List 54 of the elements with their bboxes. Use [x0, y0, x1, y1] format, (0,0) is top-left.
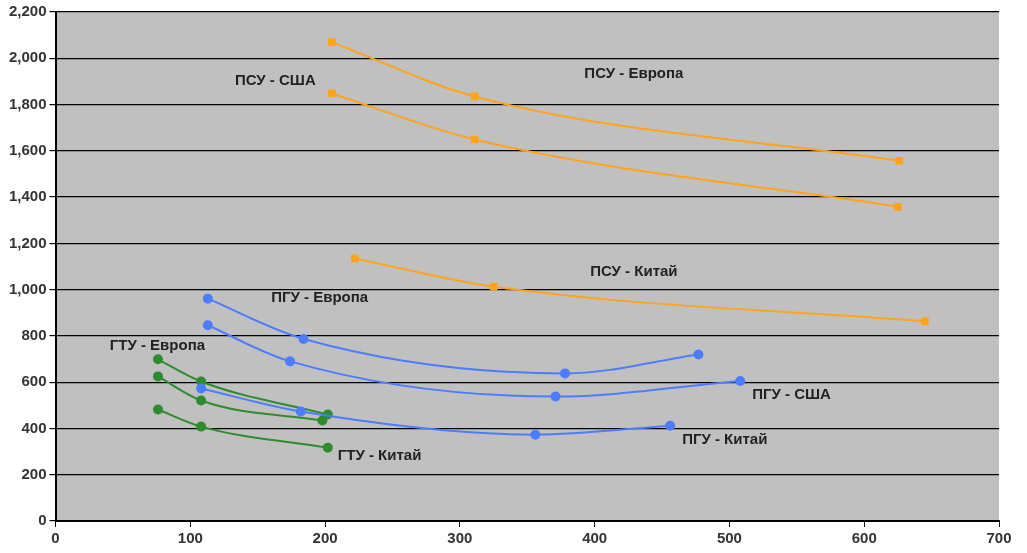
y-tick-label: 2,000	[8, 48, 47, 66]
series-label: ПСУ - Китай	[590, 262, 678, 280]
x-tick-label: 600	[851, 529, 877, 547]
point	[894, 202, 902, 211]
x-tick-label: 400	[582, 529, 608, 547]
series-label: ГТУ - Китай	[337, 445, 422, 463]
y-tick-label: 1,800	[8, 94, 47, 112]
point	[322, 442, 333, 453]
y-tick-label: 1,000	[8, 279, 47, 297]
series-label: ПГУ - Китай	[682, 429, 768, 447]
x-tick-label: 200	[312, 529, 338, 547]
point	[470, 135, 479, 144]
y-tick-label: 2,200	[8, 2, 47, 20]
point	[350, 254, 359, 263]
y-tick-label: 1,200	[8, 233, 47, 251]
point	[895, 156, 904, 165]
point	[202, 320, 213, 331]
series-label: ПГУ - Европа	[271, 288, 369, 306]
point	[152, 354, 163, 365]
series-label: ПГУ - США	[752, 385, 832, 403]
point	[470, 92, 479, 101]
x-tick-label: 700	[986, 529, 1012, 547]
point	[328, 89, 336, 98]
series-label: ГТУ - Европа	[109, 335, 206, 353]
point	[550, 391, 561, 402]
y-tick-label: 1,600	[8, 140, 47, 158]
y-tick-label: 0	[38, 511, 47, 529]
point	[735, 376, 746, 387]
point	[560, 368, 571, 379]
y-tick-label: 400	[21, 418, 47, 436]
x-tick-label: 0	[51, 529, 60, 547]
point	[196, 383, 207, 394]
y-tick-label: 600	[21, 372, 47, 390]
y-tick-label: 200	[21, 464, 47, 482]
x-tick-label: 100	[177, 529, 203, 547]
point	[530, 429, 541, 440]
x-tick-label: 300	[447, 529, 473, 547]
x-tick-label: 500	[716, 529, 742, 547]
point	[152, 371, 163, 382]
point	[328, 38, 336, 46]
point	[693, 349, 704, 360]
point	[202, 293, 213, 304]
point	[665, 420, 676, 431]
point	[921, 317, 929, 326]
y-tick-label: 1,400	[8, 187, 47, 205]
point	[295, 406, 306, 417]
series-label: ПСУ - США	[234, 71, 316, 89]
point	[152, 404, 163, 415]
y-tick-label: 800	[21, 326, 47, 344]
point	[196, 395, 207, 406]
point	[298, 333, 309, 344]
text: ПСУ - Европа	[584, 64, 685, 82]
point	[196, 421, 207, 432]
point	[285, 356, 296, 367]
